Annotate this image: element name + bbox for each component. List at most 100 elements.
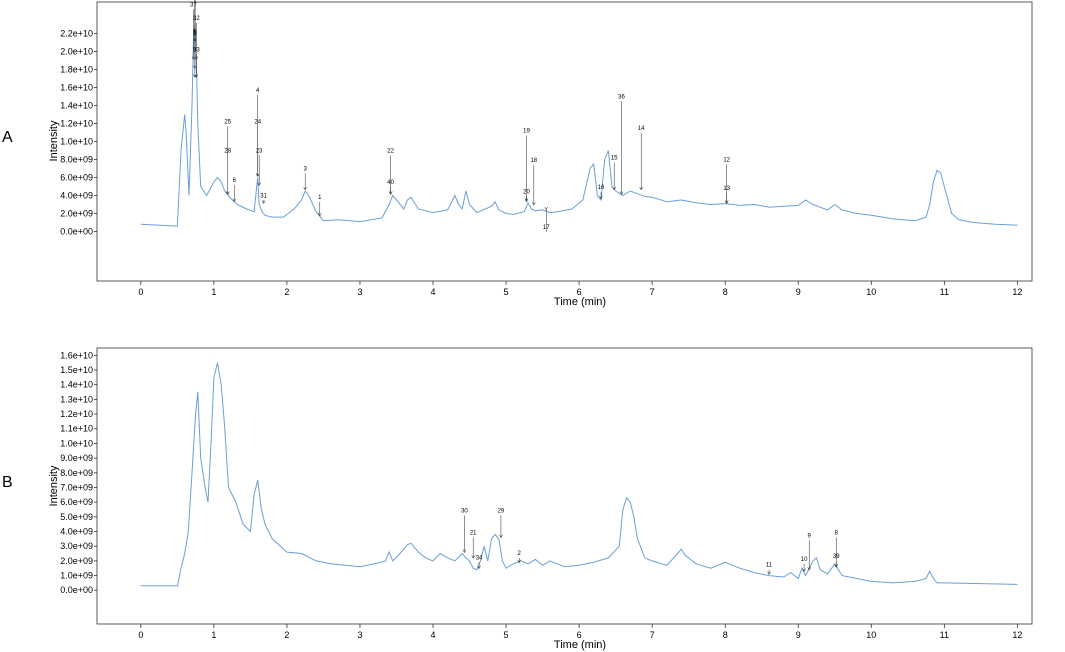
panel-b-x-axis-title: Time (min) (554, 639, 606, 651)
panel-a-annotation-arrow (193, 74, 197, 79)
panel-a-peak-label: 20 (523, 190, 530, 196)
panel-b-y-axis: 0.0e+00 1.0e+09 2.0e+09 3.0e+09 4.0e+09 5.0e+… (60, 350, 97, 595)
panel-a-peak-label: 6 (233, 178, 237, 184)
panel-a-y-tick-label: 1.2e+10 (60, 119, 93, 129)
panel-b-annotation-arrow (834, 564, 838, 568)
panel-b-x-tick-label: 9 (796, 630, 801, 640)
panel-b-annotation-arrow (477, 565, 481, 570)
panel-b-x-tick-label: 3 (357, 630, 362, 640)
panel-a-peak-label: 37 (190, 3, 197, 9)
panel-a-peak-label: 24 (254, 120, 261, 126)
panel-b-y-tick-label: 1.2e+10 (60, 409, 93, 419)
panel-b-peak-label: 11 (766, 563, 773, 569)
panel-a-annotation-arrow (257, 182, 261, 187)
panel-a-x-tick-label: 0 (138, 287, 143, 297)
panel-a-y-tick-label: 4.0e+09 (60, 191, 93, 201)
panel-a-annotation-arrow (255, 173, 260, 178)
panel-a-annotation-arrow (191, 56, 196, 61)
panel-a-y-tick-label: 1.6e+10 (60, 83, 93, 93)
panel-b-y-tick-label: 1.6e+10 (60, 350, 93, 360)
panel-a-annotation-arrow (639, 186, 643, 191)
panel-b-y-tick-label: 2.0e+09 (60, 556, 93, 566)
panel-b-x-tick-label: 7 (650, 630, 655, 640)
panel-a-y-tick-label: 0.0e+00 (60, 227, 93, 237)
panel-a-annotation-arrow (599, 195, 603, 200)
panel-a-x-tick-label: 3 (357, 287, 362, 297)
panel-b-annotation-arrow (802, 568, 806, 573)
panel-a-peak-label: 15 (611, 156, 618, 162)
panel-b-annotation-arrow (471, 555, 475, 559)
panel-a-x-tick-label: 4 (431, 287, 436, 297)
panel-b-x-axis: 0 1 2 3 4 5 6 7 8 9 10 11 12 (138, 624, 1022, 640)
panel-b-series-line (140, 362, 1018, 587)
panel-a-y-tick-label: 1.0e+10 (60, 137, 93, 147)
panel-a-peak-label: 17 (543, 225, 550, 231)
panel-a-annotation-arrow (524, 198, 529, 203)
panel-a-annotation-arrow (612, 186, 616, 191)
panel-a-annotation-arrow (232, 198, 237, 203)
panel-b-y-tick-label: 3.0e+09 (60, 541, 93, 551)
panel-a-x-tick-label: 5 (504, 287, 509, 297)
panel-a-x-tick-label: 8 (723, 287, 728, 297)
panel-a-y-tick-label: 1.8e+10 (60, 65, 93, 75)
panel-b-y-tick-label: 1.4e+10 (60, 380, 93, 390)
panel-a-x-tick-label: 1 (211, 287, 216, 297)
panel-b-annotation-arrow (499, 534, 503, 539)
panel-a-x-tick-label: 12 (1012, 287, 1022, 297)
panel-b-y-tick-label: 1.0e+09 (60, 571, 93, 581)
panel-a-peak-label: 9 (193, 31, 197, 37)
panel-b-peak-label: 9 (808, 533, 812, 539)
panel-a-y-axis: 0.0e+00 2.0e+09 4.0e+09 6.0e+09 8.0e+09 1.0e+… (60, 29, 97, 237)
panel-a-annotation-arrow (619, 191, 624, 196)
panel-a-peak-label: 12 (723, 157, 730, 163)
panel-b-y-tick-label: 0.0e+00 (60, 585, 93, 595)
panel-b-peak-label: 34 (476, 555, 483, 561)
panel-b-peak-annotations: 30 21 34 29 2 11 9 10 8 39 (461, 508, 840, 576)
panel-a-peak-label: 18 (530, 158, 537, 164)
panel-b-peak-label: 21 (470, 530, 477, 536)
panel-b-x-tick-label: 2 (284, 630, 289, 640)
panel-b-annotation-arrow (807, 567, 811, 571)
panel-b-plot-frame (96, 347, 1033, 625)
panel-b-peak-label: 39 (833, 554, 840, 560)
panel-a-peak-label: 31 (260, 193, 267, 199)
panel-b-y-axis-title: Intensity (48, 465, 60, 506)
panel-b-x-tick-label: 0 (138, 630, 143, 640)
panel-a-y-axis-title: Intensity (48, 120, 60, 161)
panel-a-peak-label: 1 (318, 195, 322, 201)
panel-a-peak-label: 23 (256, 148, 263, 154)
panel-b-annotation-arrow (462, 549, 467, 554)
panel-b-x-tick-label: 4 (431, 630, 436, 640)
panel-a-annotation-arrow (194, 74, 199, 79)
panel-a-peak-label: 14 (638, 126, 645, 132)
panel-b-x-tick-label: 8 (723, 630, 728, 640)
panel-a-peak-label: 19 (523, 129, 530, 135)
panel-b-peak-label: 10 (801, 557, 808, 563)
panel-b-y-tick-label: 1.5e+10 (60, 365, 93, 375)
panel-a-y-tick-label: 6.0e+09 (60, 173, 93, 183)
panel-a-x-axis-title: Time (min) (554, 296, 606, 308)
panel-a-peak-label: 16 (598, 185, 605, 191)
panel-a-x-tick-label: 11 (940, 287, 949, 297)
panel-b-y-tick-label: 4.0e+09 (60, 527, 93, 537)
panel-a-annotation-arrow (261, 200, 266, 205)
panel-a-annotation-arrow (388, 191, 393, 196)
panel-b-y-tick-label: 5.0e+09 (60, 512, 93, 522)
panel-b-peak-label: 30 (461, 508, 468, 514)
panel-a-plot-frame (96, 1, 1033, 282)
panel-a-annotation-arrow (544, 206, 548, 211)
panel-a-peak-label: 3 (304, 166, 308, 172)
panel-b-x-tick-label: 11 (940, 630, 949, 640)
panel-a-x-tick-label: 9 (796, 287, 801, 297)
panel-b-y-tick-label: 7.0e+09 (60, 482, 93, 492)
panel-b-y-tick-label: 1.0e+10 (60, 438, 93, 448)
panel-b-peak-label: 8 (835, 530, 839, 536)
panel-a-peak-label: 40 (387, 180, 394, 186)
panel-a-x-tick-label: 7 (650, 287, 655, 297)
panel-a-annotation-arrow (318, 212, 322, 217)
panel-b-x-tick-label: 5 (504, 630, 509, 640)
panel-a-x-axis: 0 1 2 3 4 5 6 7 8 9 10 11 12 (138, 281, 1022, 297)
panel-b-x-tick-label: 1 (211, 630, 216, 640)
panel-b-y-tick-label: 1.3e+10 (60, 394, 93, 404)
